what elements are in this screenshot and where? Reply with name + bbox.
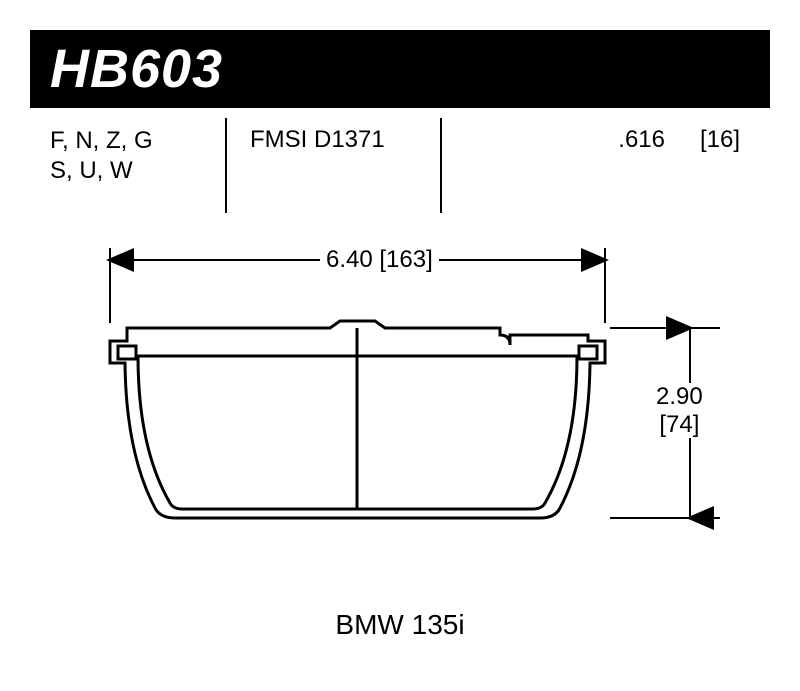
thickness-mm: [16]: [700, 126, 740, 154]
thickness-inches: .616: [618, 126, 665, 154]
compounds-line1: F, N, Z, G: [50, 126, 200, 156]
pad-diagram: 6.40 [163] 2.90 [74]: [30, 228, 770, 588]
divider: [225, 118, 227, 213]
compounds: F, N, Z, G S, U, W: [50, 126, 200, 186]
height-inches: 2.90: [656, 383, 703, 410]
height-mm: [74]: [659, 411, 699, 438]
brake-pad-outline: [110, 321, 605, 518]
height-dimension-label: 2.90 [74]: [650, 383, 709, 438]
vehicle-application: BMW 135i: [30, 609, 770, 641]
part-number: HB603: [50, 38, 223, 100]
part-number-bar: HB603: [30, 30, 770, 108]
spec-row: F, N, Z, G S, U, W FMSI D1371 .616 [16]: [30, 118, 770, 228]
fmsi-code: FMSI D1371: [250, 126, 385, 154]
width-dimension-label: 6.40 [163]: [320, 246, 439, 274]
compounds-line2: S, U, W: [50, 156, 200, 186]
divider: [440, 118, 442, 213]
